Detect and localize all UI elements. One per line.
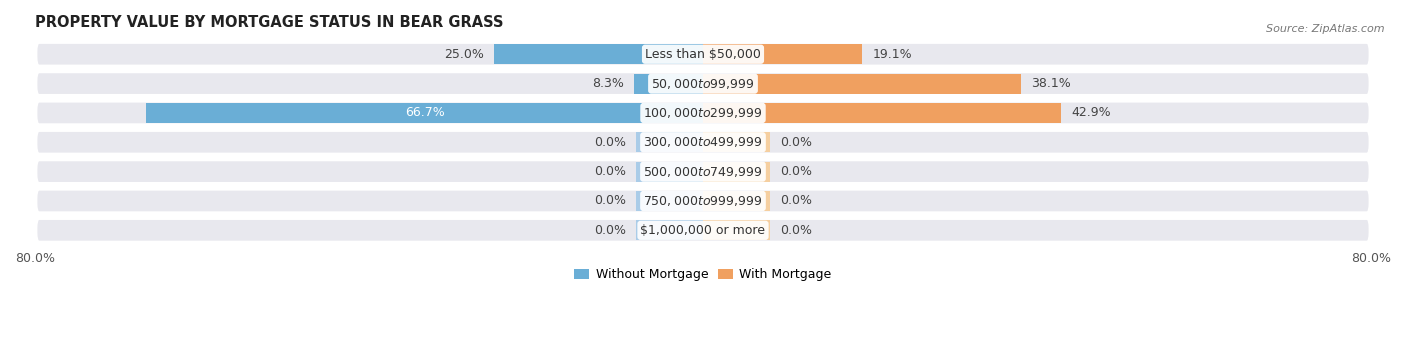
- Text: 0.0%: 0.0%: [595, 136, 626, 149]
- Bar: [703, 74, 1021, 94]
- Bar: [636, 220, 703, 240]
- Bar: [703, 44, 862, 64]
- FancyBboxPatch shape: [37, 160, 1369, 183]
- Bar: [703, 132, 770, 152]
- Text: 38.1%: 38.1%: [1031, 77, 1071, 90]
- Bar: [636, 191, 703, 211]
- Text: $50,000 to $99,999: $50,000 to $99,999: [651, 76, 755, 90]
- Text: 0.0%: 0.0%: [595, 194, 626, 207]
- Text: 0.0%: 0.0%: [780, 224, 811, 237]
- FancyBboxPatch shape: [37, 131, 1369, 154]
- Text: 66.7%: 66.7%: [405, 106, 444, 119]
- Bar: [703, 220, 770, 240]
- Text: 0.0%: 0.0%: [780, 136, 811, 149]
- Text: 0.0%: 0.0%: [780, 165, 811, 178]
- Text: 0.0%: 0.0%: [595, 165, 626, 178]
- Text: 0.0%: 0.0%: [595, 224, 626, 237]
- Text: $100,000 to $299,999: $100,000 to $299,999: [644, 106, 762, 120]
- FancyBboxPatch shape: [37, 42, 1369, 66]
- FancyBboxPatch shape: [37, 189, 1369, 213]
- Bar: [636, 162, 703, 182]
- Text: PROPERTY VALUE BY MORTGAGE STATUS IN BEAR GRASS: PROPERTY VALUE BY MORTGAGE STATUS IN BEA…: [35, 15, 503, 30]
- Text: $750,000 to $999,999: $750,000 to $999,999: [644, 194, 762, 208]
- Bar: [634, 74, 703, 94]
- Text: 0.0%: 0.0%: [780, 194, 811, 207]
- FancyBboxPatch shape: [37, 219, 1369, 242]
- Text: $300,000 to $499,999: $300,000 to $499,999: [644, 135, 762, 149]
- Text: $500,000 to $749,999: $500,000 to $749,999: [644, 165, 762, 178]
- Text: 42.9%: 42.9%: [1071, 106, 1111, 119]
- Text: 8.3%: 8.3%: [592, 77, 624, 90]
- Text: Source: ZipAtlas.com: Source: ZipAtlas.com: [1267, 24, 1385, 34]
- Text: 25.0%: 25.0%: [444, 48, 484, 61]
- Bar: [636, 132, 703, 152]
- Bar: [703, 103, 1062, 123]
- Bar: [495, 44, 703, 64]
- FancyBboxPatch shape: [37, 72, 1369, 95]
- Text: Less than $50,000: Less than $50,000: [645, 48, 761, 61]
- Bar: [146, 103, 703, 123]
- Bar: [703, 162, 770, 182]
- FancyBboxPatch shape: [37, 101, 1369, 125]
- Legend: Without Mortgage, With Mortgage: Without Mortgage, With Mortgage: [569, 263, 837, 286]
- Bar: [703, 191, 770, 211]
- Text: $1,000,000 or more: $1,000,000 or more: [641, 224, 765, 237]
- Text: 19.1%: 19.1%: [873, 48, 912, 61]
